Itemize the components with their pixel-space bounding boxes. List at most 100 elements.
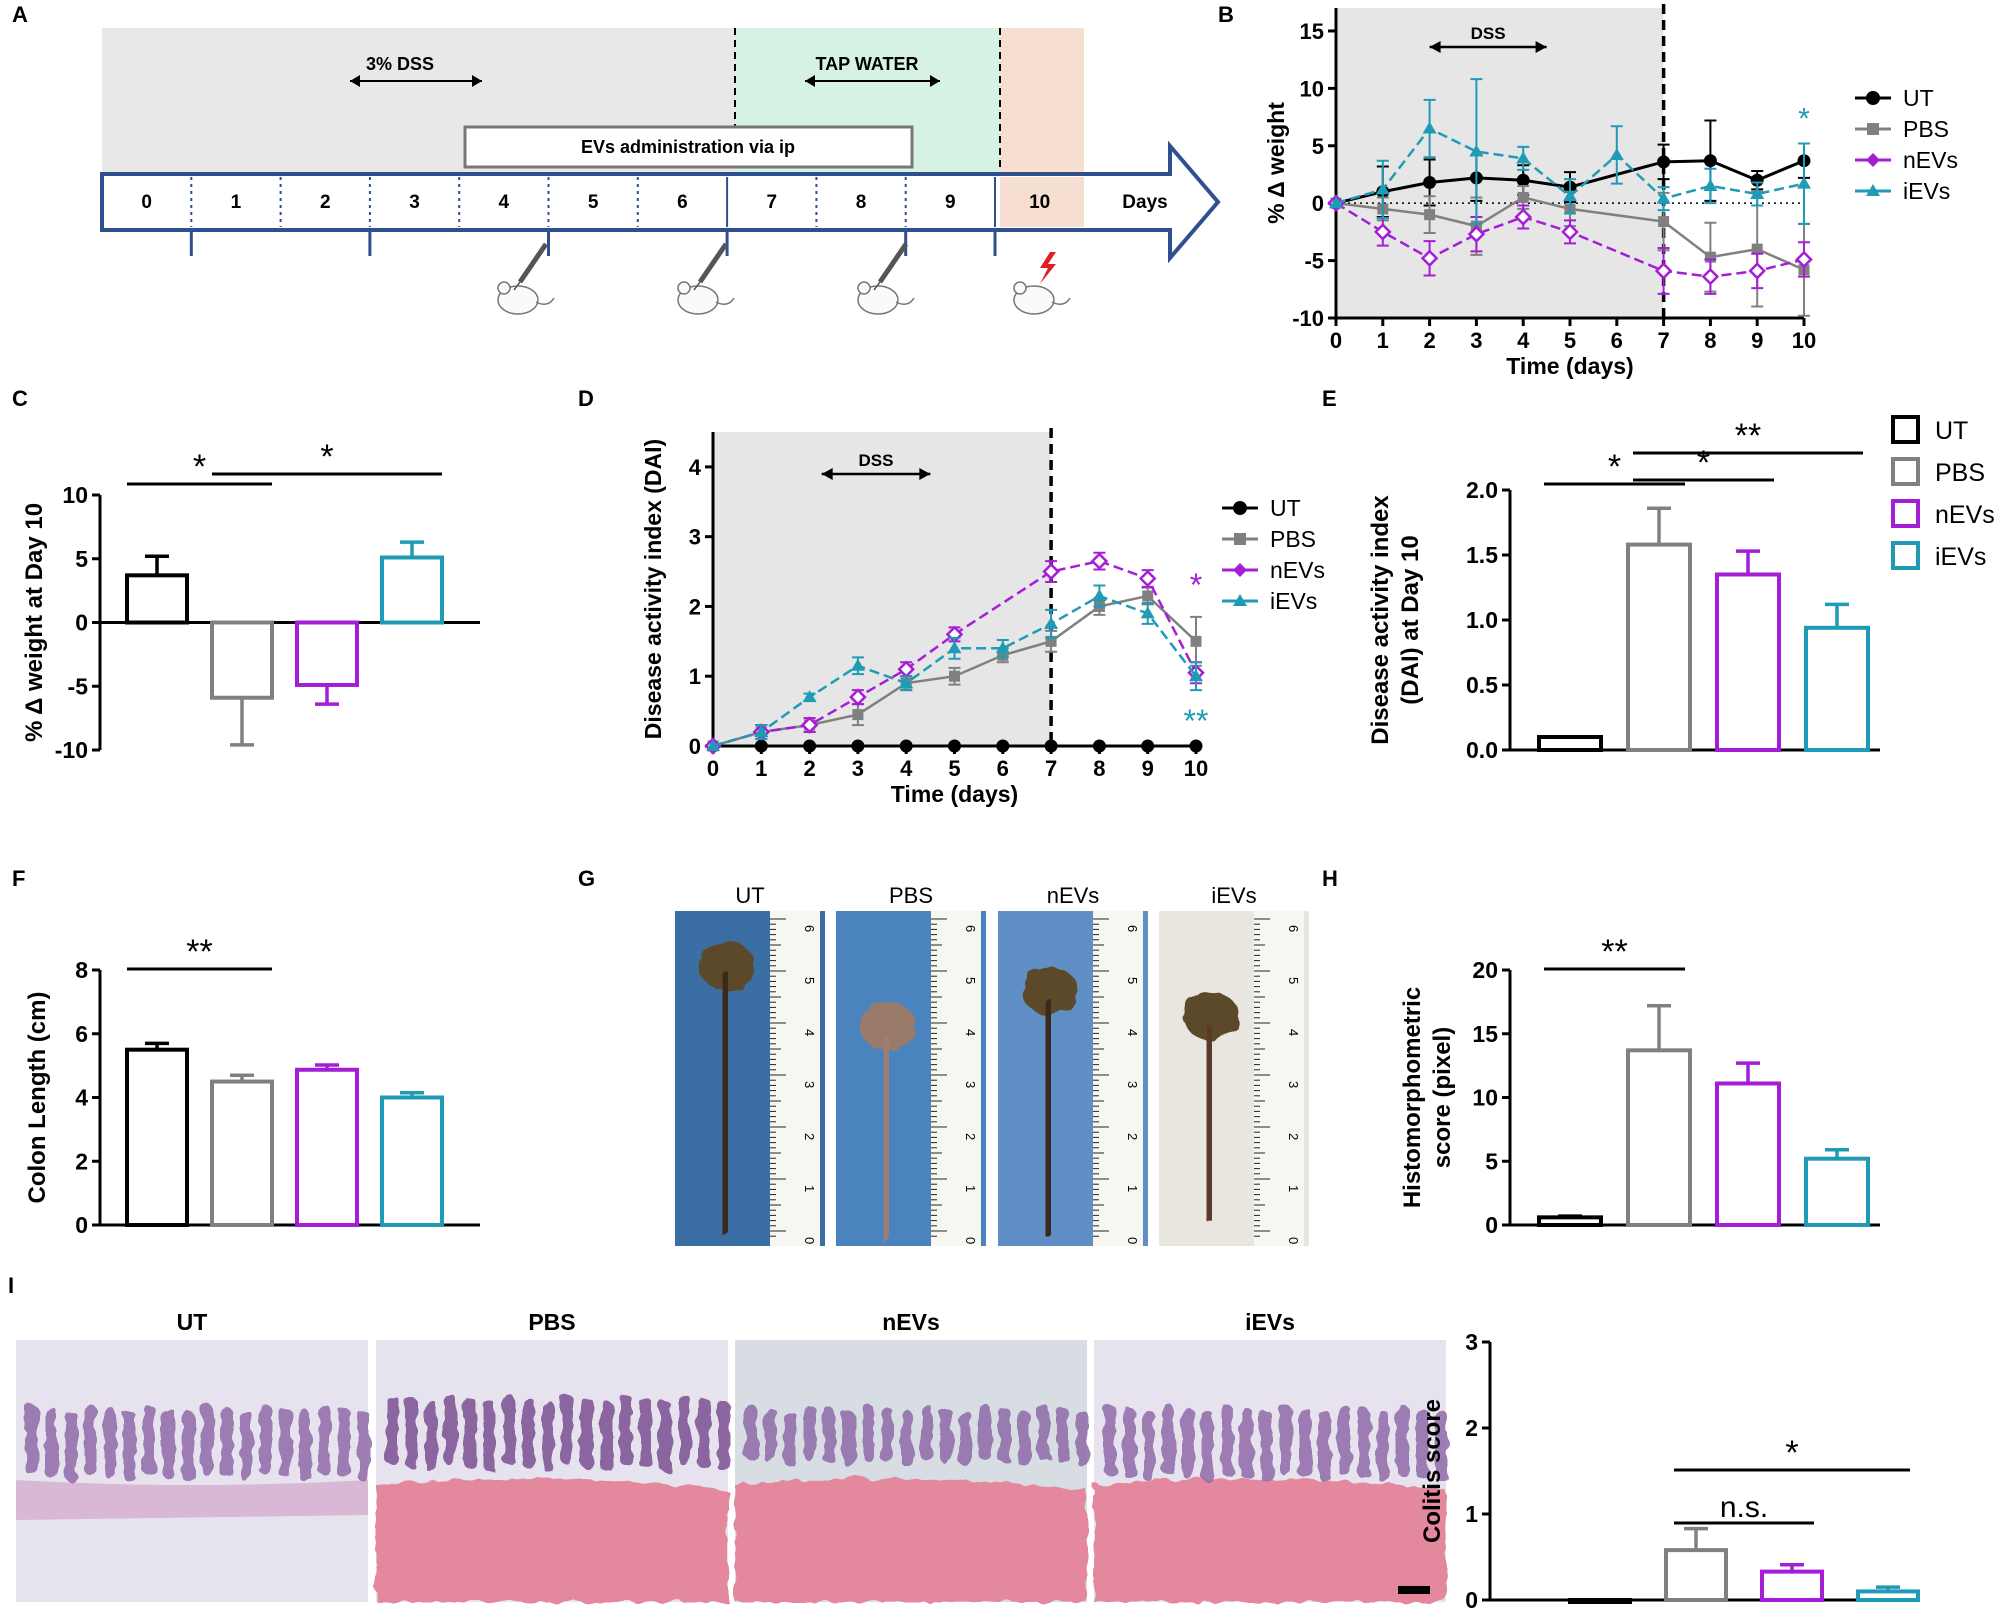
y-tick-label: 2 [689,594,701,619]
ruler-number: 3 [802,1081,817,1088]
series-line-nEVs [712,559,1198,748]
data-point [1469,144,1484,157]
ruler-number: 4 [963,1029,978,1036]
colon [716,974,735,1238]
y-tick-label: 1.5 [1466,542,1498,568]
panel-c: C -10 -5 0 5 10 % Δ weight at Day 10 * * [12,386,480,763]
y-tick-label: 8 [75,957,88,983]
data-point [1044,616,1059,629]
data-point [1704,251,1716,263]
data-point [1563,189,1577,202]
data-point [1424,209,1436,221]
bar-nEVs [295,620,359,687]
data-point [995,641,1010,654]
data-point [1141,739,1155,753]
legend-label: iEVs [1270,588,1317,614]
panel-g: G UT 6 5 4 3 2 1 0 PBS 6 5 4 3 2 1 0 nEVs 6 5 4 3 2 1 0 iEVs 6 5 4 3… [578,866,1309,1246]
panel-e: E 0.0 0.5 1.0 1.5 2.0 Disease activity index(… [1322,386,1995,763]
y-axis-title: Disease activity index (DAI) [640,439,666,739]
legend-label: UT [1903,85,1934,111]
y-tick-label: 2 [1465,1415,1478,1441]
ruler-number: 5 [802,977,817,984]
data-point [1138,569,1157,588]
data-point [1142,590,1154,602]
y-tick-label: 10 [1472,1085,1498,1111]
bar-PBS [210,1079,274,1227]
day-label: 8 [856,192,867,213]
y-tick-label: 0 [1465,1587,1478,1613]
significance-label: n.s. [1720,1491,1768,1524]
bar-iEVs [380,555,444,625]
y-axis-title: Histomorphometric [1399,987,1426,1208]
error-bar [1647,1003,1671,1051]
series-line-nEVs [1335,202,1805,278]
bar-iEVs [1856,1589,1920,1603]
ruler-number: 4 [1125,1029,1140,1036]
x-axis-title: Time (days) [891,781,1018,807]
error-bar [1736,1061,1760,1084]
photo-label: iEVs [1211,883,1256,908]
x-tick-label: 10 [1184,756,1208,781]
data-point [706,739,720,751]
y-axis-title: score (pixel) [1429,1027,1456,1168]
legend-label: nEVs [1935,501,1995,529]
significance-label: * [320,438,333,476]
day-label: 4 [499,192,510,213]
significance-label: * [1697,444,1710,482]
ruler [931,911,981,1246]
x-tick-label: 4 [1517,328,1530,353]
ruler [770,911,820,1246]
ruler [1093,911,1143,1246]
ruler-number: 0 [1125,1237,1140,1244]
ruler-number: 6 [1286,925,1301,932]
scale-bar [1398,1586,1430,1594]
section-label: UT [177,1309,208,1335]
panel-c-label: C [12,386,28,411]
crypt-layer [386,1395,730,1471]
histology-section-UT: UT [16,1309,370,1602]
timeline-arrow [100,140,1221,264]
bar-UT [125,1047,189,1227]
data-point [754,725,769,738]
y-tick-label: 10 [62,482,88,508]
bar-UT [1568,1598,1632,1604]
dss-shaded-region [713,432,1052,746]
data-point [800,716,819,734]
y-tick-label: 5 [1312,134,1324,159]
data-point [1516,151,1531,164]
y-tick-label: 0 [1485,1212,1498,1238]
data-point [899,739,913,753]
data-point [754,739,768,753]
y-tick-label: -5 [68,673,89,699]
significance-label: * [1608,448,1621,486]
panel-e-label: E [1322,386,1337,411]
data-point [949,670,960,682]
ruler-number: 6 [1125,925,1140,932]
panel-h-label: H [1322,866,1338,891]
bar-PBS [210,620,274,700]
day-label: 5 [588,192,599,213]
x-tick-label: 6 [997,756,1009,781]
data-point [1516,173,1530,187]
x-tick-label: 1 [1377,328,1389,353]
x-tick-label: 9 [1142,756,1154,781]
data-point [1703,154,1717,168]
muscle-layer [376,1478,728,1602]
day-label: 7 [766,192,777,213]
ev-administration-label: EVs administration via ip [581,137,795,157]
significance-label: ** [1601,933,1627,971]
data-point [1189,739,1203,753]
data-point [1090,552,1109,570]
ruler-number: 3 [1125,1081,1140,1088]
day-label: 6 [677,192,688,213]
colon-photo-nEVs: nEVs 6 5 4 3 2 1 0 [998,883,1148,1246]
muscle-layer [735,1478,1087,1602]
data-point [1517,191,1529,203]
ruler-number: 4 [1286,1029,1301,1036]
series-iEVs [1329,78,1811,225]
ruler-number: 2 [802,1133,817,1140]
significance-label: ** [1735,417,1761,455]
legend-label: iEVs [1903,178,1950,204]
x-tick-label: 5 [948,756,960,781]
y-tick-label: 15 [1300,19,1324,44]
